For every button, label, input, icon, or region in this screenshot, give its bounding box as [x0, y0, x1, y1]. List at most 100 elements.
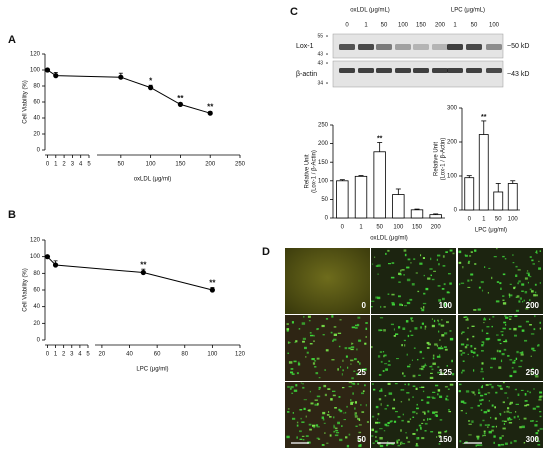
cell-speckle	[420, 307, 423, 309]
cell-speckle	[322, 418, 325, 421]
cell-speckle	[299, 438, 303, 440]
cell-speckle	[416, 407, 419, 410]
cell-speckle	[400, 401, 403, 403]
cell-speckle	[490, 357, 493, 360]
cell-speckle	[355, 324, 359, 327]
cell-speckle	[341, 373, 343, 376]
cell-speckle	[532, 263, 535, 265]
cell-speckle	[426, 341, 430, 344]
cell-speckle	[387, 293, 390, 295]
cell-speckle	[531, 420, 535, 422]
cell-speckle	[351, 343, 354, 345]
cell-speckle	[431, 318, 433, 320]
cell-speckle	[462, 360, 465, 362]
cell-speckle	[483, 435, 486, 437]
cell-speckle	[341, 425, 343, 427]
cell-speckle	[459, 440, 462, 443]
cell-speckle	[515, 309, 519, 312]
cell-speckle	[500, 359, 503, 363]
x-tick-label: 0	[468, 217, 472, 223]
cell-speckle	[329, 434, 332, 437]
cell-speckle	[525, 308, 529, 310]
cell-speckle	[502, 255, 505, 258]
cell-speckle	[385, 368, 388, 371]
cell-speckle	[338, 408, 341, 411]
cell-speckle	[417, 359, 419, 361]
cell-speckle	[352, 392, 354, 395]
cell-speckle	[447, 388, 450, 390]
cell-speckle	[324, 432, 326, 434]
annotation: **	[209, 279, 216, 288]
cell-speckle	[298, 328, 301, 330]
cell-speckle	[445, 397, 448, 400]
cell-speckle	[427, 277, 431, 280]
cell-speckle	[433, 319, 436, 323]
cell-speckle	[536, 252, 538, 254]
cell-speckle	[477, 404, 480, 407]
cell-speckle	[535, 375, 539, 378]
cell-speckle	[535, 251, 537, 253]
cell-speckle	[438, 299, 442, 302]
cell-speckle	[503, 411, 506, 413]
cell-speckle	[496, 248, 498, 250]
cell-speckle	[407, 441, 411, 443]
cell-speckle	[398, 295, 401, 298]
cell-speckle	[374, 430, 378, 433]
cell-speckle	[397, 444, 401, 447]
cell-speckle	[401, 389, 405, 391]
cell-speckle	[318, 386, 321, 389]
cell-speckle	[350, 399, 352, 401]
cell-speckle	[495, 425, 497, 428]
cell-speckle	[491, 385, 494, 389]
cell-speckle	[491, 429, 494, 432]
cell-speckle	[514, 334, 517, 337]
y-tick-label: 20	[33, 132, 40, 138]
cell-speckle	[339, 319, 342, 321]
cell-speckle	[375, 421, 379, 424]
cell-speckle	[393, 398, 395, 401]
bar	[392, 194, 405, 219]
cell-speckle	[350, 363, 352, 365]
cell-speckle	[302, 386, 305, 389]
lane-label: 150	[416, 23, 427, 29]
row-label: β-actin	[296, 71, 317, 78]
y-tick-label: 300	[447, 106, 458, 112]
cell-speckle	[509, 359, 513, 361]
cell-speckle	[502, 295, 505, 297]
cell-speckle	[513, 416, 516, 419]
cell-speckle	[404, 344, 406, 347]
cell-speckle	[310, 334, 314, 337]
x-tick-label: 1	[359, 225, 363, 231]
cell-speckle	[448, 292, 451, 294]
cell-speckle	[294, 341, 296, 343]
cell-speckle	[462, 352, 466, 354]
cell-speckle	[407, 334, 410, 338]
cell-speckle	[428, 418, 432, 420]
band-size: ~50 kD	[507, 43, 529, 50]
cell-speckle	[429, 366, 432, 368]
cell-speckle	[365, 336, 367, 338]
cell-speckle	[520, 359, 523, 362]
cell-speckle	[539, 391, 543, 394]
cell-speckle	[499, 436, 502, 440]
cell-speckle	[408, 398, 410, 401]
cell-speckle	[487, 424, 490, 426]
cell-speckle	[433, 270, 436, 272]
cell-speckle	[539, 415, 542, 418]
cell-speckle	[508, 328, 512, 330]
cell-speckle	[377, 355, 381, 358]
cell-speckle	[497, 339, 501, 342]
x-tick-label: 150	[175, 162, 186, 168]
cell-speckle	[329, 416, 332, 418]
micrograph	[285, 248, 370, 314]
cell-speckle	[539, 282, 541, 284]
cell-speckle	[325, 318, 329, 320]
cell-speckle	[527, 390, 529, 393]
cell-speckle	[439, 347, 444, 350]
cell-speckle	[472, 335, 475, 338]
cell-speckle	[485, 384, 489, 386]
cell-speckle	[350, 402, 353, 405]
cell-speckle	[427, 410, 430, 413]
cell-speckle	[437, 347, 441, 350]
cell-speckle	[401, 419, 404, 422]
